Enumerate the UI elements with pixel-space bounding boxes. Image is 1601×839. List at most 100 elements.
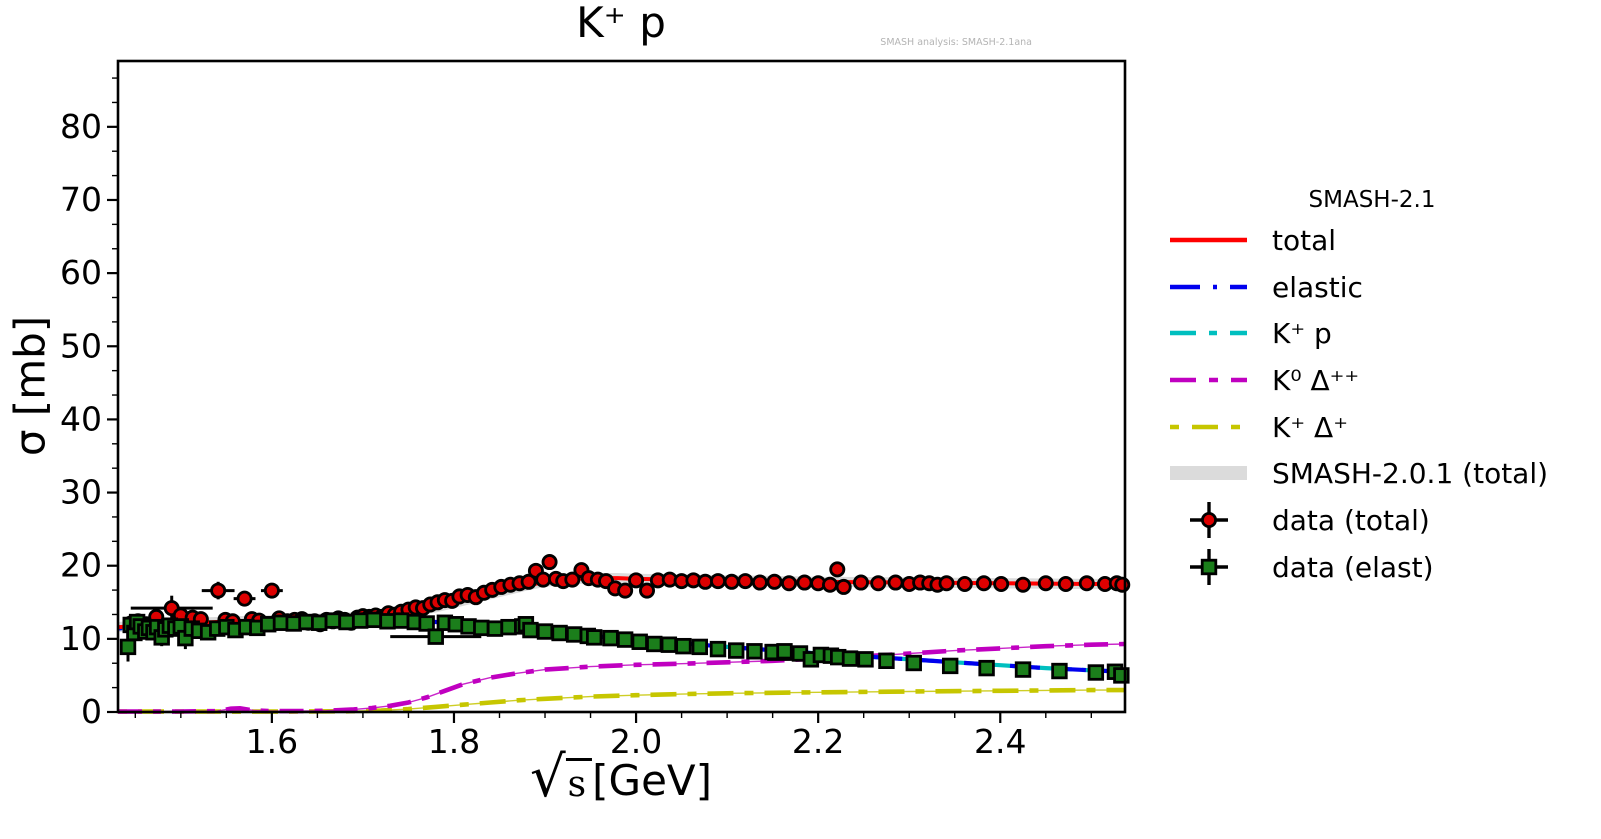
data-point-total [993, 575, 1010, 592]
data-point-elast [500, 618, 517, 636]
data-point-total [1078, 575, 1095, 592]
legend-item-total: total [1170, 224, 1336, 257]
data-point-total [1114, 576, 1131, 593]
series-k--line [117, 641, 1126, 714]
data-point-elast [392, 612, 410, 629]
data-point-total [710, 573, 727, 590]
y-tick-label: 30 [60, 473, 102, 512]
data-point-elast [746, 643, 763, 660]
legend-title: SMASH-2.1 [1309, 187, 1436, 213]
scatter-data-elast- [119, 611, 1130, 684]
sqrt-radical-glyph: √ [529, 745, 566, 810]
legend-item-label: K⁺ p [1272, 317, 1332, 350]
data-point-total [835, 578, 852, 595]
legend-item-elastic: elastic [1170, 271, 1363, 304]
data-point-elast [473, 619, 490, 637]
data-point-total [852, 574, 869, 591]
legend-marker-square [1200, 558, 1218, 576]
y-tick-label: 60 [60, 253, 102, 292]
legend: SMASH-2.1 total elastic K⁺ p K⁰ Δ⁺⁺ K⁺ Δ⁺ SMAS… [1170, 187, 1548, 585]
legend-item-label: data (elast) [1272, 551, 1434, 584]
legend-item-smash-2-0-1-total-: SMASH-2.0.1 (total) [1170, 457, 1548, 490]
x-tick-label: 2.4 [974, 722, 1026, 761]
data-point-elast [551, 624, 568, 642]
x-axis-label: √ s [GeV] [529, 745, 713, 810]
data-point-elast [841, 650, 859, 667]
y-tick-label: 40 [60, 399, 102, 438]
data-point-elast [1087, 664, 1105, 681]
y-tick-label: 10 [60, 619, 102, 658]
data-point-total [564, 571, 581, 588]
data-point-elast [1014, 661, 1032, 678]
data-point-elast [602, 629, 619, 647]
data-point-elast [351, 612, 369, 629]
data-point-elast [675, 637, 692, 655]
data-point-elast [978, 659, 995, 677]
data-point-total [263, 582, 280, 599]
data-point-total [1015, 576, 1032, 593]
data-point-elast [878, 652, 895, 669]
y-tick-label: 70 [60, 180, 102, 219]
data-point-elast [709, 640, 727, 658]
x-tick-label: 2.2 [792, 722, 844, 761]
data-point-total [796, 574, 813, 591]
data-point-total [236, 590, 253, 607]
y-axis-label: σ [mb] [5, 315, 55, 457]
data-point-total [541, 554, 558, 571]
legend-item-label: K⁺ Δ⁺ [1272, 411, 1348, 444]
analysis-watermark: SMASH analysis: SMASH-2.1ana [880, 37, 1032, 48]
data-point-total [956, 575, 973, 592]
legend-item-label: total [1272, 224, 1336, 257]
data-point-elast [119, 638, 137, 656]
legend-item-data-elast-: data (elast) [1190, 549, 1434, 585]
data-point-total [617, 582, 634, 599]
series-k--line [118, 687, 1125, 714]
legend-item-label: K⁰ Δ⁺⁺ [1272, 364, 1359, 397]
data-point-total [697, 573, 714, 590]
legend-item-label: data (total) [1272, 504, 1430, 537]
data-point-total [737, 573, 754, 590]
x-axis-unit: [GeV] [592, 756, 713, 805]
data-point-elast [776, 643, 793, 660]
data-point-elast [941, 657, 959, 675]
series-underlay [118, 689, 1125, 713]
legend-band-sample [1170, 466, 1247, 480]
data-point-total [628, 572, 645, 589]
data-point-elast [311, 614, 328, 631]
data-point-elast [585, 629, 603, 646]
data-point-elast [522, 621, 539, 639]
data-point-total [1057, 575, 1074, 592]
legend-item-data-total-: data (total) [1190, 502, 1430, 538]
data-point-elast [486, 620, 504, 637]
data-point-elast [324, 612, 342, 629]
x-tick-label: 1.6 [246, 722, 298, 761]
data-point-total [210, 582, 227, 599]
data-point-total [822, 576, 839, 593]
data-point-elast [365, 611, 383, 629]
data-point-elast [379, 613, 396, 630]
plot-title: K⁺ p [576, 0, 666, 47]
legend-item-k-: K⁰ Δ⁺⁺ [1170, 364, 1359, 397]
data-point-total [723, 573, 740, 590]
data-point-total [535, 571, 552, 588]
legend-item-label: SMASH-2.0.1 (total) [1272, 457, 1548, 490]
data-point-total [1037, 575, 1054, 592]
data-point-elast [631, 633, 648, 650]
data-point-elast [857, 651, 874, 668]
data-point-total [870, 575, 887, 592]
legend-item-k-: K⁺ Δ⁺ [1170, 411, 1348, 444]
data-point-elast [1051, 662, 1068, 680]
data-point-elast [660, 636, 678, 653]
legend-marker-circle [1201, 512, 1218, 529]
data-point-total [975, 575, 992, 592]
data-point-elast [565, 626, 583, 643]
legend-item-label: elastic [1272, 271, 1363, 304]
data-point-total [938, 575, 955, 592]
data-point-elast [427, 628, 444, 645]
data-point-elast [646, 635, 663, 653]
sqrt-radicand: s [565, 758, 593, 803]
axes-frame [116, 59, 1127, 714]
data-point-elast [728, 642, 745, 659]
